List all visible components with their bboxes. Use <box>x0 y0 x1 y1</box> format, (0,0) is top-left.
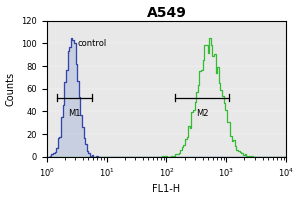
Text: M1: M1 <box>68 109 81 118</box>
Text: M2: M2 <box>196 109 209 118</box>
X-axis label: FL1-H: FL1-H <box>152 184 181 194</box>
Text: control: control <box>78 39 107 48</box>
Title: A549: A549 <box>146 6 186 20</box>
Y-axis label: Counts: Counts <box>6 72 16 106</box>
